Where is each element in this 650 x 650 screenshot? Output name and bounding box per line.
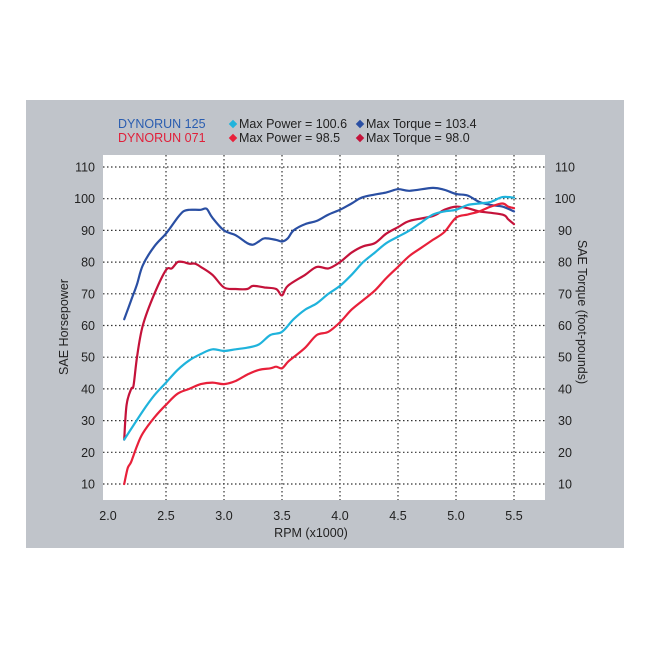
legend-max-power-125-label: Max Power = 100.6 [239,117,348,131]
x-tick-label: 3.5 [273,509,290,523]
y-tick-label-left: 110 [75,161,95,175]
y-tick-label-right: 100 [555,192,576,206]
plot-area [103,155,545,500]
y-axis-right-ticks: 110 100 90 80 70 60 50 40 30 20 10 [555,161,576,492]
series-line [123,186,516,321]
legend-run-071-label: DYNORUN 071 [118,131,206,145]
x-tick-label: 3.0 [215,509,232,523]
legend-max-power-125: Max Power = 100.6 [228,117,348,132]
y-axis-left-label: SAE Horsepower [57,279,71,375]
x-tick-label: 5.5 [505,509,522,523]
y-tick-label-right: 110 [555,161,575,175]
x-tick-label: 5.0 [447,509,464,523]
y-tick-label-right: 40 [558,382,572,396]
y-tick-label-left: 40 [81,382,95,396]
y-axis-right-label: SAE Torque (foot-pounds) [575,240,589,384]
legend-max-torque-125-label: Max Torque = 103.4 [366,117,477,131]
legend-max-torque-071: Max Torque = 98.0 [355,131,470,146]
legend-run-071: DYNORUN 071 [118,131,206,146]
y-tick-label-right: 50 [558,351,572,365]
y-tick-label-left: 50 [81,351,95,365]
x-tick-label: 4.0 [331,509,348,523]
legend-max-power-071: Max Power = 98.5 [228,131,341,146]
series-line [123,205,516,441]
legend-max-torque-071-label: Max Torque = 98.0 [366,131,470,145]
x-tick-label: 2.5 [157,509,174,523]
legend-max-power-071-label: Max Power = 98.5 [239,131,341,145]
y-tick-label-left: 30 [81,414,95,428]
x-tick-label: 2.0 [99,509,116,523]
y-tick-label-left: 60 [81,319,95,333]
y-tick-label-right: 70 [558,287,572,301]
series-line [123,195,516,441]
y-tick-label-left: 10 [81,478,95,492]
y-tick-label-right: 90 [558,224,572,238]
x-tick-label: 4.5 [389,509,406,523]
y-tick-label-left: 70 [81,287,95,301]
y-tick-label-right: 30 [558,414,572,428]
y-tick-label-right: 80 [558,256,572,270]
y-tick-label-right: 10 [558,478,572,492]
y-tick-label-left: 80 [81,256,95,270]
x-axis-ticks: 2.0 2.5 3.0 3.5 4.0 4.5 5.0 5.5 [99,509,522,523]
series-line [123,202,516,486]
legend-run-125: DYNORUN 125 [118,117,206,132]
y-tick-label-left: 100 [74,192,95,206]
x-axis-label: RPM (x1000) [274,526,348,540]
y-axis-left-ticks: 110 100 90 80 70 60 50 40 30 20 10 [74,161,95,492]
y-tick-label-left: 90 [81,224,95,238]
y-tick-label-right: 60 [558,319,572,333]
legend-run-125-label: DYNORUN 125 [118,117,206,131]
y-tick-label-left: 20 [81,446,95,460]
legend-max-torque-125: Max Torque = 103.4 [355,117,477,132]
y-tick-label-right: 20 [558,446,572,460]
data-series [123,186,516,486]
